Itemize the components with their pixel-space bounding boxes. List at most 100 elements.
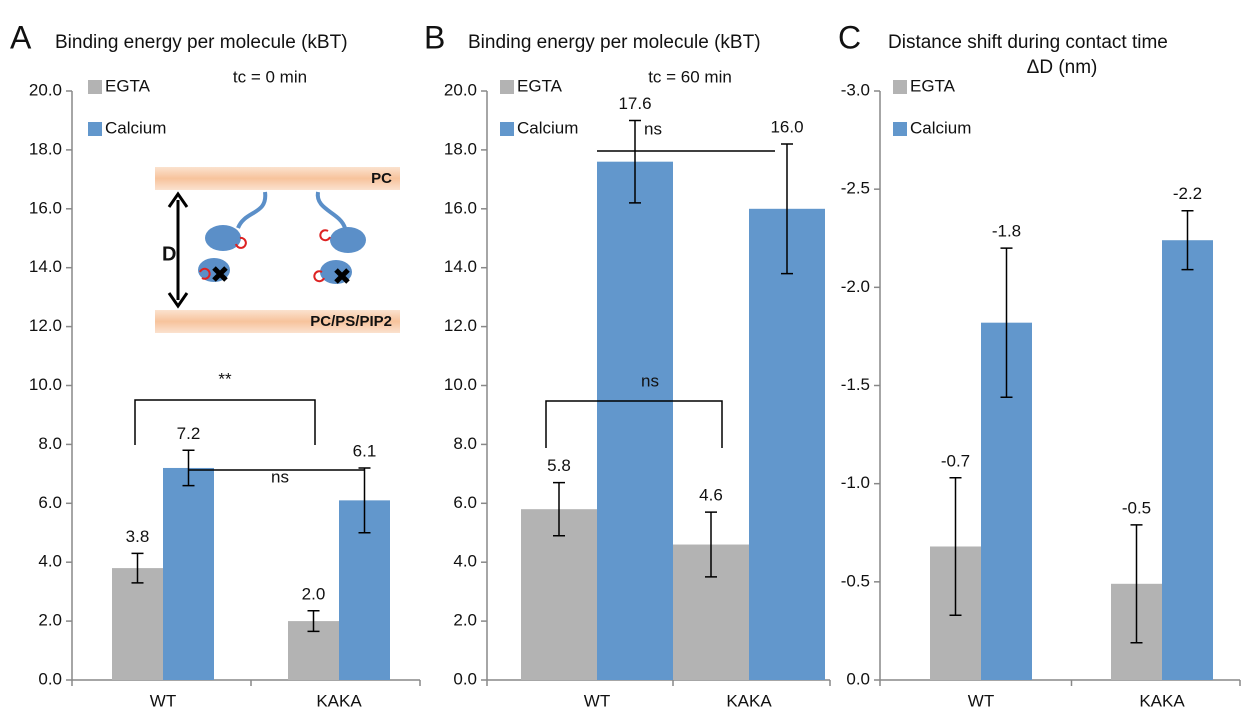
y-tick-label: 12.0 — [29, 316, 62, 335]
inset-top-label: PC — [371, 170, 392, 187]
legend-label: EGTA — [517, 76, 563, 95]
error-bar — [1130, 524, 1143, 644]
panel-label: A — [10, 19, 32, 55]
legend-swatch — [88, 122, 102, 136]
significance-bracket — [545, 400, 723, 448]
inset-bottom-label: PC/PS/PIP2 — [310, 313, 392, 330]
bar — [749, 208, 825, 681]
error-bar — [1181, 210, 1194, 271]
y-tick-label: 16.0 — [444, 198, 477, 217]
x-tick-label: WT — [968, 691, 994, 710]
y-tick-label: 4.0 — [453, 552, 477, 571]
y-tick-label: 12.0 — [444, 316, 477, 335]
y-tick-label: 10.0 — [444, 375, 477, 394]
y-tick-label: -1.5 — [841, 375, 870, 394]
y-tick-label: -0.5 — [841, 571, 870, 590]
x-tick-label: WT — [584, 691, 610, 710]
y-tick-label: 0.0 — [38, 669, 62, 688]
y-tick-label: 4.0 — [38, 552, 62, 571]
y-tick-label: -3.0 — [841, 80, 870, 99]
subtitle: tc = 60 min — [648, 67, 732, 86]
inset: PC PC/PS/PIP2 D — [155, 167, 400, 333]
annotation: ** — [218, 369, 232, 388]
panel-label: C — [838, 19, 861, 55]
annotation: ns — [641, 371, 659, 390]
legend-swatch — [893, 122, 907, 136]
y-tick-label: 16.0 — [29, 198, 62, 217]
legend-label: EGTA — [910, 76, 956, 95]
membrane-bottom — [155, 310, 400, 333]
inset-distance-label: D — [162, 243, 176, 265]
y-tick-label: 6.0 — [38, 493, 62, 512]
y-tick-label: 14.0 — [444, 257, 477, 276]
value-label: 7.2 — [177, 424, 201, 443]
chart-title: Binding energy per molecule (kBT) — [55, 32, 348, 53]
error-bar — [182, 449, 195, 487]
y-tick-label: 0.0 — [846, 669, 870, 688]
x-tick-label: WT — [150, 691, 176, 710]
y-tick-label: -2.0 — [841, 277, 870, 296]
x-tick-label: KAKA — [726, 691, 772, 710]
bar — [163, 467, 214, 680]
legend-swatch — [88, 80, 102, 94]
value-label: -2.2 — [1173, 184, 1202, 203]
y-tick-label: 20.0 — [29, 80, 62, 99]
chart-title: Binding energy per molecule (kBT) — [468, 32, 761, 53]
value-label: 3.8 — [126, 527, 150, 546]
membrane-top — [155, 167, 400, 190]
value-label: 16.0 — [770, 117, 803, 136]
legend-label: Calcium — [517, 118, 578, 137]
subtitle: ΔD (nm) — [1027, 57, 1098, 78]
y-tick-label: -2.5 — [841, 179, 870, 198]
y-tick-label: 20.0 — [444, 80, 477, 99]
value-label: 6.1 — [353, 441, 377, 460]
error-bar — [307, 610, 320, 633]
x-tick-label: KAKA — [316, 691, 362, 710]
bar — [597, 161, 673, 680]
y-tick-label: 10.0 — [29, 375, 62, 394]
loops — [199, 229, 331, 283]
error-bar — [553, 481, 565, 537]
crosses — [212, 266, 350, 284]
legend-label: Calcium — [910, 118, 971, 137]
y-tick-label: 14.0 — [29, 257, 62, 276]
subtitle: tc = 0 min — [233, 67, 307, 86]
bar — [1162, 240, 1213, 681]
y-tick-label: 2.0 — [38, 611, 62, 630]
legend-swatch — [500, 80, 514, 94]
legend-label: Calcium — [105, 118, 166, 137]
annotation: ns — [644, 119, 662, 138]
value-label: -0.5 — [1122, 498, 1151, 517]
legend-swatch — [500, 122, 514, 136]
y-tick-label: 8.0 — [453, 434, 477, 453]
error-bar — [1000, 247, 1013, 399]
y-tick-label: 18.0 — [29, 139, 62, 158]
error-bar — [358, 467, 371, 534]
error-bar — [781, 143, 793, 275]
chart-title: Distance shift during contact time — [888, 32, 1168, 53]
bar — [521, 509, 597, 680]
y-tick-label: 6.0 — [453, 493, 477, 512]
error-bar — [705, 511, 717, 578]
error-bar — [629, 119, 641, 204]
value-label: -0.7 — [941, 451, 970, 470]
arrow-heads — [167, 191, 189, 309]
y-tick-label: 18.0 — [444, 139, 477, 158]
error-bar — [949, 477, 962, 616]
annotation: ns — [271, 467, 289, 486]
value-label: 17.6 — [618, 94, 651, 113]
value-label: 2.0 — [302, 584, 326, 603]
value-label: 5.8 — [547, 456, 571, 475]
y-tick-label: 0.0 — [453, 669, 477, 688]
y-tick-label: 8.0 — [38, 434, 62, 453]
y-tick-label: -1.0 — [841, 473, 870, 492]
significance-bracket — [134, 399, 316, 445]
y-tick-label: 2.0 — [453, 611, 477, 630]
legend-swatch — [893, 80, 907, 94]
legend-label: EGTA — [105, 76, 151, 95]
bar — [112, 568, 163, 680]
value-label: 4.6 — [699, 486, 723, 505]
error-bar — [131, 552, 144, 584]
panel-label: B — [424, 19, 445, 55]
